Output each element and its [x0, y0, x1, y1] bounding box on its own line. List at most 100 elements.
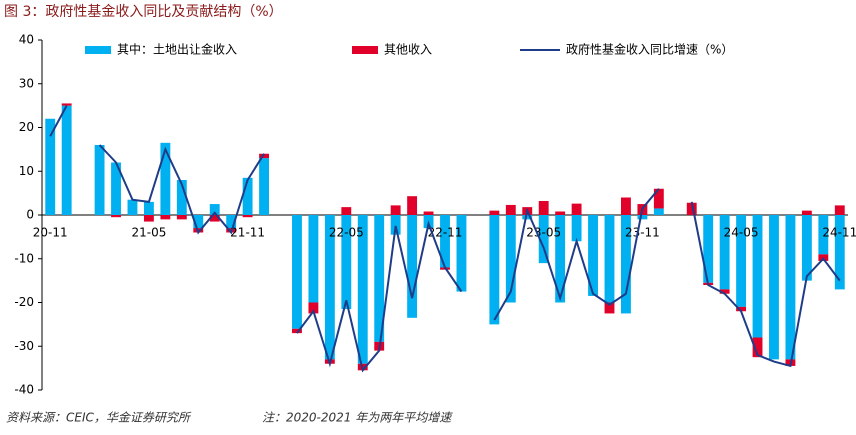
y-tick-label: 0 [26, 208, 34, 222]
bar [259, 158, 269, 215]
note: 注：2020-2021 年为两年平均增速 [262, 411, 453, 425]
bar [801, 210, 812, 215]
x-tick-label: 23-05 [526, 226, 561, 240]
x-tick-label: 22-05 [329, 226, 364, 240]
y-tick-label: 40 [19, 33, 34, 47]
bar [571, 215, 582, 242]
bar [489, 210, 500, 215]
bar [423, 211, 434, 215]
bar [374, 215, 385, 342]
bar [407, 215, 418, 318]
bar [209, 204, 220, 215]
bar [653, 208, 664, 215]
bar [621, 215, 631, 314]
bar [538, 201, 549, 215]
y-tick-label: -40 [14, 383, 34, 397]
x-tick-label: 22-11 [428, 226, 463, 240]
bar [160, 215, 171, 220]
bar [555, 215, 566, 303]
legend-swatch [85, 46, 111, 54]
legend-label: 其他收入 [384, 43, 432, 57]
bar [555, 211, 566, 215]
bar [341, 215, 352, 310]
bar [604, 302, 615, 314]
bar [209, 215, 220, 222]
bar [226, 215, 237, 229]
bar [127, 199, 138, 215]
bar [604, 215, 615, 303]
bar [736, 306, 747, 312]
bar [61, 105, 72, 215]
bar [522, 215, 533, 220]
y-tick-label: -10 [14, 251, 34, 265]
bar [440, 215, 450, 268]
bar [324, 215, 335, 360]
legend-label: 其中：土地出让金收入 [117, 42, 237, 57]
bar [308, 302, 319, 314]
x-tick-label: 20-11 [33, 226, 68, 240]
bar [489, 215, 500, 325]
bar [61, 103, 72, 106]
bar [176, 180, 187, 215]
bar [719, 289, 730, 294]
bar [160, 142, 171, 215]
bar [176, 215, 187, 220]
bar [686, 202, 697, 215]
bar [143, 215, 154, 222]
bar [505, 215, 516, 303]
bar [242, 177, 253, 215]
bar [143, 201, 154, 215]
legend-swatch [352, 46, 378, 54]
bar [111, 215, 121, 218]
y-tick-label: 20 [19, 120, 34, 134]
bar [505, 204, 516, 215]
y-tick-label: 10 [19, 164, 34, 178]
bar [637, 215, 648, 220]
bar [818, 215, 829, 255]
x-tick-label: 23-11 [625, 226, 660, 240]
x-tick-label: 21-11 [230, 226, 265, 240]
y-tick-label: -30 [14, 339, 34, 353]
bar [242, 215, 253, 218]
bar [785, 215, 796, 360]
bar [292, 328, 302, 334]
legend-label: 政府性基金收入同比增速（%） [566, 42, 733, 57]
bar [390, 205, 401, 215]
bar [719, 215, 730, 290]
bar [834, 205, 845, 215]
bar [341, 207, 352, 215]
bar [801, 215, 812, 281]
bar [752, 215, 763, 338]
bar [621, 197, 631, 215]
y-tick-label: 30 [19, 76, 34, 90]
bar [357, 215, 368, 364]
y-tick-label: -20 [14, 295, 34, 309]
x-tick-label: 24-05 [724, 226, 759, 240]
bar [653, 188, 664, 209]
bar [45, 118, 56, 215]
bar [736, 215, 747, 307]
bar [588, 215, 598, 296]
chart-title: 图 3：政府性基金收入同比及贡献结构（%） [4, 3, 283, 20]
bar [193, 215, 204, 229]
bar [292, 215, 302, 329]
x-tick-label: 21-05 [131, 226, 166, 240]
bar [571, 203, 582, 215]
x-tick-label: 24-11 [822, 226, 856, 240]
bar [259, 153, 269, 159]
source: 资料来源：CEIC，华金证券研究所 [6, 411, 192, 425]
bar [769, 215, 779, 360]
bar [94, 145, 105, 215]
line [49, 105, 841, 373]
bar [308, 215, 319, 303]
bar [407, 196, 418, 215]
bar [538, 215, 549, 264]
bar [834, 215, 845, 290]
bar [703, 215, 714, 283]
bar [752, 337, 763, 358]
bar [390, 215, 401, 235]
bar [111, 162, 121, 215]
bar [456, 215, 467, 292]
